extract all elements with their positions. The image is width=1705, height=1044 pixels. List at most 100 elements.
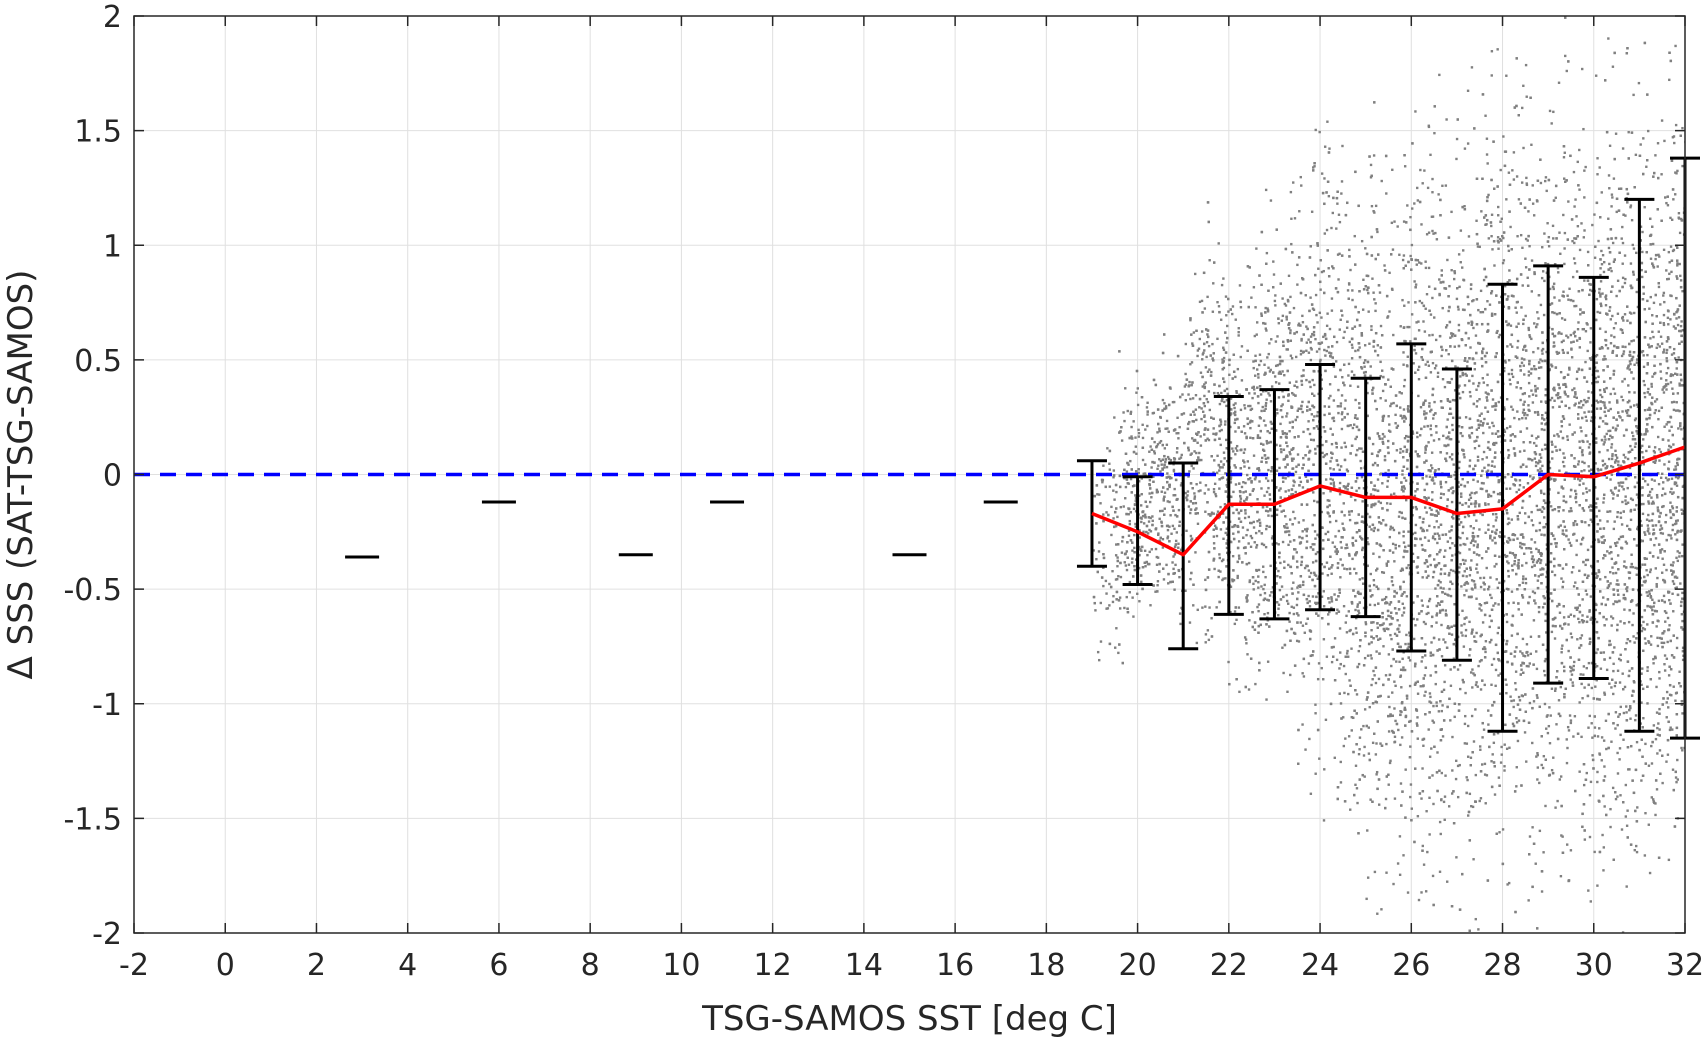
scatter-point (1669, 318, 1671, 320)
scatter-point (1487, 529, 1489, 531)
scatter-point (1533, 442, 1535, 444)
scatter-point (1362, 279, 1364, 281)
scatter-point (1616, 624, 1618, 626)
scatter-point (1449, 668, 1451, 670)
scatter-point (1580, 673, 1582, 675)
scatter-point (1348, 249, 1350, 251)
scatter-point (1206, 296, 1208, 298)
scatter-point (1324, 405, 1326, 407)
scatter-point (1533, 700, 1535, 702)
scatter-point (1150, 466, 1152, 468)
scatter-point (1428, 833, 1430, 835)
scatter-point (1636, 806, 1638, 808)
scatter-point (1587, 727, 1589, 729)
scatter-point (1258, 480, 1260, 482)
scatter-point (1264, 424, 1266, 426)
scatter-point (1521, 247, 1523, 249)
scatter-point (1609, 478, 1611, 480)
scatter-point (1600, 280, 1602, 282)
scatter-point (1498, 582, 1500, 584)
scatter-point (1511, 345, 1513, 347)
scatter-point (1609, 306, 1611, 308)
scatter-point (1663, 249, 1665, 251)
scatter-point (1422, 845, 1424, 847)
scatter-point (1523, 364, 1525, 366)
scatter-point (1543, 493, 1545, 495)
scatter-point (1600, 667, 1602, 669)
scatter-point (1416, 187, 1418, 189)
scatter-point (1635, 714, 1637, 716)
scatter-point (1348, 510, 1350, 512)
scatter-point (1284, 515, 1286, 517)
scatter-point (1298, 521, 1300, 523)
scatter-point (1539, 529, 1541, 531)
scatter-point (1527, 404, 1529, 406)
scatter-point (1307, 420, 1309, 422)
scatter-point (1676, 264, 1678, 266)
scatter-point (1612, 426, 1614, 428)
scatter-point (1499, 334, 1501, 336)
scatter-point (1583, 686, 1585, 688)
scatter-point (1402, 450, 1404, 452)
scatter-point (1567, 538, 1569, 540)
scatter-point (1633, 339, 1635, 341)
scatter-point (1573, 457, 1575, 459)
scatter-point (1590, 900, 1592, 902)
scatter-point (1406, 595, 1408, 597)
scatter-point (1244, 512, 1246, 514)
scatter-point (1530, 551, 1532, 553)
scatter-point (1399, 588, 1401, 590)
scatter-point (1614, 450, 1616, 452)
scatter-point (1330, 457, 1332, 459)
scatter-point (1393, 493, 1395, 495)
scatter-point (1533, 365, 1535, 367)
scatter-point (1623, 560, 1625, 562)
scatter-point (1657, 556, 1659, 558)
scatter-point (1657, 265, 1659, 267)
scatter-point (1531, 290, 1533, 292)
scatter-point (1268, 353, 1270, 355)
scatter-point (1340, 465, 1342, 467)
scatter-point (1500, 761, 1502, 763)
scatter-point (1329, 428, 1331, 430)
scatter-point (1105, 592, 1107, 594)
scatter-point (1302, 584, 1304, 586)
scatter-point (1418, 261, 1420, 263)
scatter-point (1117, 652, 1119, 654)
scatter-point (1514, 682, 1516, 684)
scatter-point (1343, 502, 1345, 504)
scatter-point (1419, 300, 1421, 302)
scatter-point (1568, 288, 1570, 290)
scatter-point (1289, 540, 1291, 542)
scatter-point (1494, 602, 1496, 604)
scatter-point (1321, 572, 1323, 574)
scatter-point (1444, 795, 1446, 797)
scatter-point (1577, 161, 1579, 163)
scatter-point (1431, 297, 1433, 299)
scatter-point (1665, 569, 1667, 571)
scatter-point (1129, 523, 1131, 525)
scatter-point (1588, 452, 1590, 454)
scatter-point (1413, 280, 1415, 282)
scatter-point (1493, 465, 1495, 467)
scatter-point (1256, 321, 1258, 323)
scatter-point (1470, 757, 1472, 759)
scatter-point (1413, 638, 1415, 640)
scatter-point (1681, 165, 1683, 167)
scatter-point (1335, 287, 1337, 289)
scatter-point (1492, 525, 1494, 527)
scatter-point (1108, 583, 1110, 585)
scatter-point (1238, 540, 1240, 542)
scatter-point (1398, 515, 1400, 517)
scatter-point (1283, 567, 1285, 569)
scatter-point (1525, 465, 1527, 467)
scatter-point (1522, 596, 1524, 598)
scatter-point (1335, 360, 1337, 362)
scatter-point (1626, 590, 1628, 592)
scatter-point (1494, 793, 1496, 795)
scatter-point (1530, 511, 1532, 513)
scatter-point (1392, 584, 1394, 586)
scatter-point (1578, 484, 1580, 486)
scatter-point (1394, 736, 1396, 738)
scatter-point (1591, 754, 1593, 756)
